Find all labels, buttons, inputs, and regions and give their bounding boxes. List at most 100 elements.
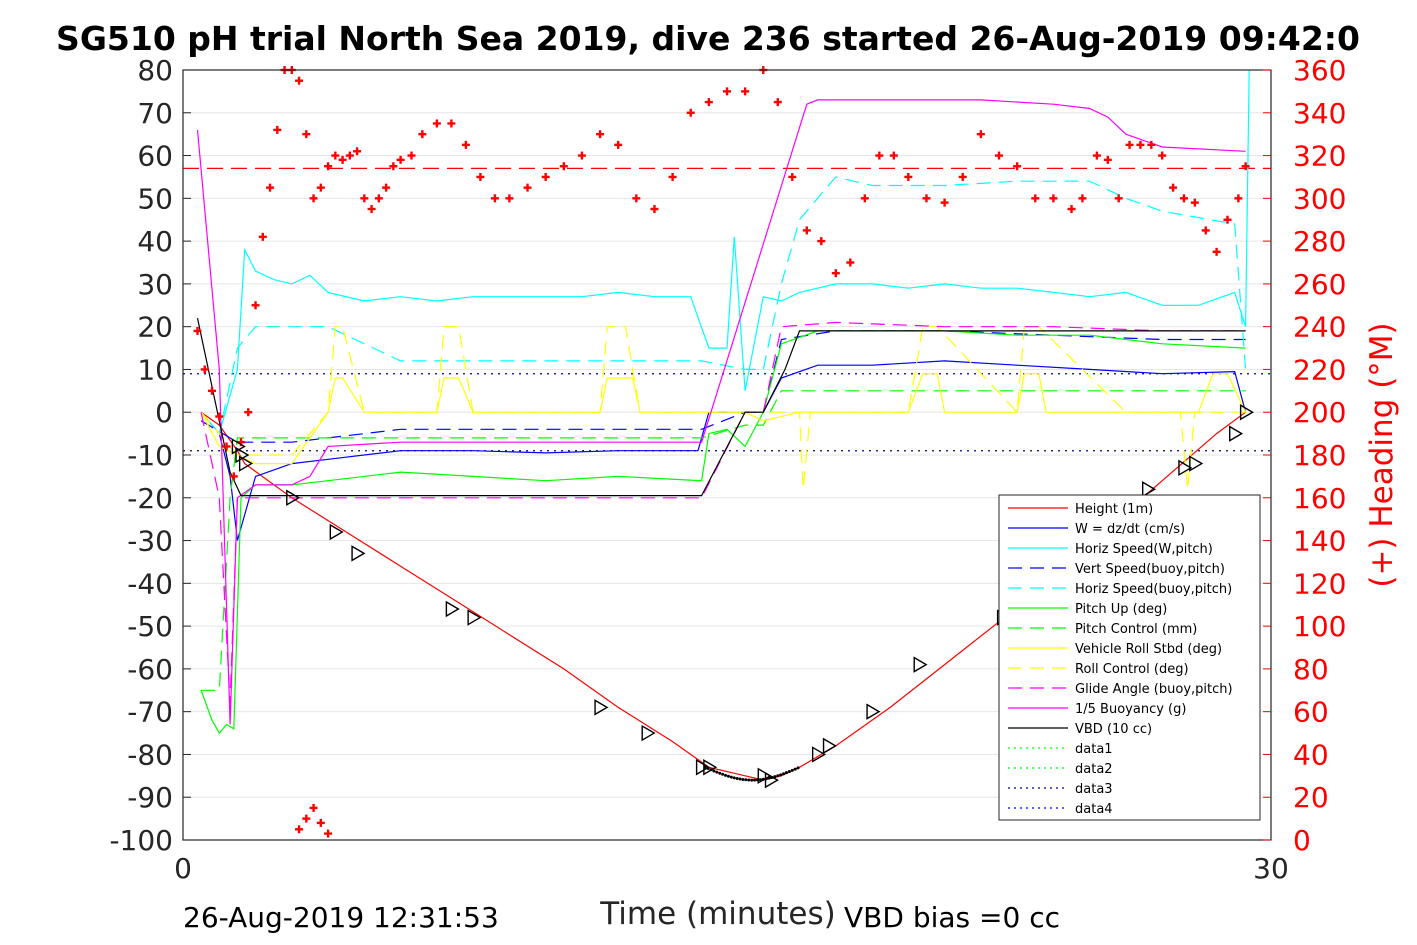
depth-dot xyxy=(776,774,780,778)
y-right-tick-label: 160 xyxy=(1293,482,1346,515)
heading-marker xyxy=(396,155,405,164)
heading-marker xyxy=(577,151,586,160)
triangle-marker xyxy=(1229,425,1244,442)
heading-marker xyxy=(490,194,499,203)
heading-marker xyxy=(251,301,260,310)
heading-marker xyxy=(1190,198,1199,207)
heading-marker xyxy=(632,194,641,203)
heading-marker xyxy=(1114,194,1123,203)
heading-marker xyxy=(1136,140,1145,149)
heading-marker xyxy=(302,814,311,823)
y-right-tick-label: 140 xyxy=(1293,525,1346,558)
reference-lines xyxy=(183,167,1271,452)
depth-dot xyxy=(787,770,791,774)
series-lines xyxy=(196,69,1250,781)
depth-dot xyxy=(779,773,783,777)
x-tick-label: 0 xyxy=(174,852,192,885)
heading-marker xyxy=(995,151,1003,160)
triangle-marker xyxy=(238,455,254,472)
heading-marker xyxy=(222,442,231,451)
triangle-marker xyxy=(351,545,366,562)
heading-marker xyxy=(447,119,456,128)
legend-label: Horiz Speed(buoy,pitch) xyxy=(1075,582,1232,597)
legend-label: Glide Angle (buoy,pitch) xyxy=(1075,682,1233,697)
legend-label: Height (1m) xyxy=(1075,502,1153,517)
heading-marker xyxy=(309,803,318,812)
heading-marker xyxy=(875,151,884,160)
legend-box xyxy=(998,494,1261,821)
triangle-marker xyxy=(1189,455,1204,472)
triangle-marker xyxy=(641,724,656,742)
heading-marker xyxy=(324,829,333,838)
footer-vbd-bias: VBD bias =0 cc xyxy=(844,901,1060,934)
heading-marker xyxy=(1169,183,1178,192)
y-right-tick-label: 200 xyxy=(1293,396,1346,429)
y-tick-label: -70 xyxy=(127,696,173,729)
heading-marker xyxy=(1013,162,1022,171)
heading-marker xyxy=(831,269,840,278)
depth-dot xyxy=(755,778,759,782)
depth-dot xyxy=(732,776,736,780)
heading-marker xyxy=(382,183,391,192)
triangle-marker xyxy=(913,656,928,673)
triangle-marker xyxy=(866,703,881,720)
series-line xyxy=(201,390,1246,691)
depth-dot xyxy=(784,771,788,775)
heading-marker xyxy=(360,194,369,203)
y-tick-label: -20 xyxy=(127,482,173,515)
heading-marker xyxy=(668,172,677,181)
depth-dot xyxy=(709,768,713,772)
triangle-marker xyxy=(1141,481,1157,498)
heading-marker xyxy=(505,194,514,203)
heading-marker xyxy=(1179,194,1188,203)
series-line xyxy=(200,176,1247,435)
heading-marker xyxy=(1158,151,1167,160)
depth-dot xyxy=(753,778,757,782)
heading-marker xyxy=(1067,205,1076,214)
triangle-marker xyxy=(811,746,827,763)
legend-label: Pitch Up (deg) xyxy=(1075,602,1167,617)
heading-marker xyxy=(741,87,750,96)
heading-marker xyxy=(1212,247,1221,256)
left-axis-ticks: 80 70 60 50 40 30 20 10 0 -10 -20 -30 -40 -50 -60 -70 -8… xyxy=(109,54,191,857)
depth-dot xyxy=(773,775,777,779)
depth-dot xyxy=(726,774,730,778)
heading-marker xyxy=(704,98,713,107)
depth-dot xyxy=(767,776,771,780)
heading-marker xyxy=(432,119,441,128)
y-tick-label: -90 xyxy=(127,781,173,814)
triangle-marker xyxy=(329,523,344,541)
depth-dot xyxy=(782,772,786,776)
heading-marker xyxy=(316,183,325,192)
heading-marker xyxy=(215,412,224,421)
heading-marker xyxy=(200,365,209,374)
series-line xyxy=(200,360,1247,541)
y-tick-label: 60 xyxy=(137,140,173,173)
heading-marker xyxy=(229,472,238,481)
y-right-tick-label: 40 xyxy=(1293,738,1329,771)
footer-timestamp: 26-Aug-2019 12:31:53 xyxy=(183,901,499,934)
y-tick-label: 30 xyxy=(137,268,173,301)
heading-marker xyxy=(374,194,383,203)
series-line xyxy=(196,317,1246,497)
heading-marker xyxy=(1201,226,1210,235)
heading-marker xyxy=(940,198,949,207)
heading-marker xyxy=(523,183,532,192)
y-right-tick-label: 260 xyxy=(1293,268,1346,301)
y-right-tick-label: 20 xyxy=(1293,781,1329,814)
heading-marker xyxy=(1092,151,1101,160)
heading-marker xyxy=(389,162,398,171)
x-axis-ticks: 0 30 xyxy=(174,832,1289,885)
legend-label: Pitch Control (mm) xyxy=(1075,622,1197,637)
heading-marker xyxy=(904,172,913,181)
y-tick-label: -30 xyxy=(127,525,173,558)
y-right-tick-label: 360 xyxy=(1293,54,1346,87)
depth-dot xyxy=(703,765,707,769)
heading-marker xyxy=(1103,155,1112,164)
depth-dot xyxy=(724,773,728,777)
depth-dot xyxy=(790,768,794,772)
legend-label: data3 xyxy=(1075,782,1113,797)
depth-dot xyxy=(793,767,797,771)
y-tick-label: 40 xyxy=(137,225,173,258)
heading-marker xyxy=(559,162,568,171)
